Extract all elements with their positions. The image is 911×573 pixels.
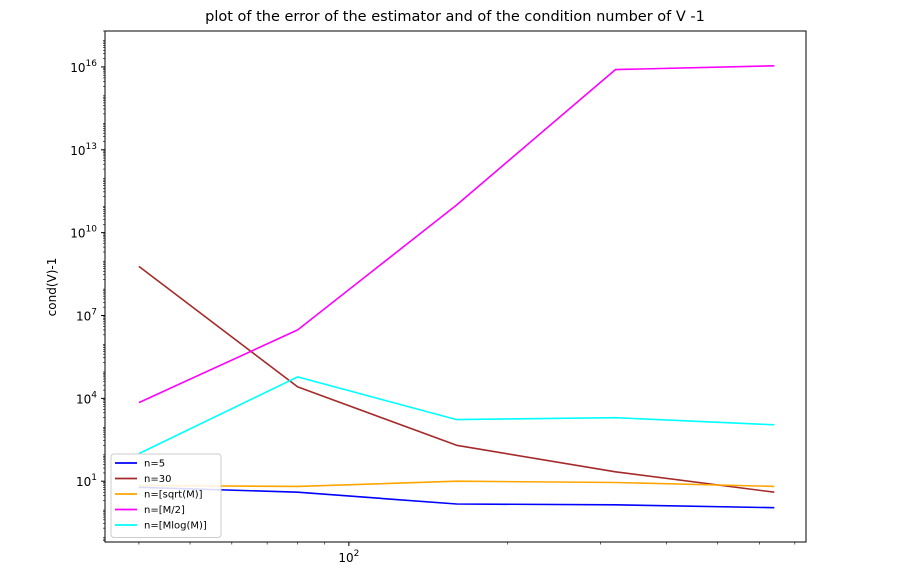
y-tick-label: 1010 [70, 225, 97, 241]
legend-label: n=5 [144, 459, 165, 470]
y-tick-label: 1013 [70, 142, 97, 158]
legend-label: n=[M/2] [144, 505, 185, 516]
series-line [138, 480, 775, 488]
legend-label: n=[Mlog(M)] [144, 521, 207, 532]
legend-box [110, 453, 222, 538]
y-axis-ticks: 101 104 107 1010 1013 1016 [70, 30, 105, 542]
x-tick-label: 102 [338, 549, 359, 565]
y-tick-label: 1016 [70, 59, 97, 75]
legend-label: n=[sqrt(M)] [144, 490, 203, 501]
series-line [138, 265, 775, 493]
y-tick-label: 104 [76, 390, 97, 406]
y-tick-label: 107 [76, 308, 97, 324]
y-axis-label: cond(V)-1 [45, 258, 59, 317]
x-axis-ticks: 102 [138, 542, 796, 565]
legend: n=5 n=30 n=[sqrt(M)] n=[M/2] n=[Mlog(M)] [110, 453, 222, 538]
series-line [138, 376, 775, 455]
chart-title: plot of the error of the estimator and o… [205, 9, 705, 25]
series-line [138, 486, 775, 509]
plot-marks [138, 65, 775, 509]
series-line [138, 65, 775, 404]
plot-frame [104, 30, 807, 543]
y-tick-label: 101 [76, 473, 97, 489]
legend-label: n=30 [144, 474, 171, 485]
